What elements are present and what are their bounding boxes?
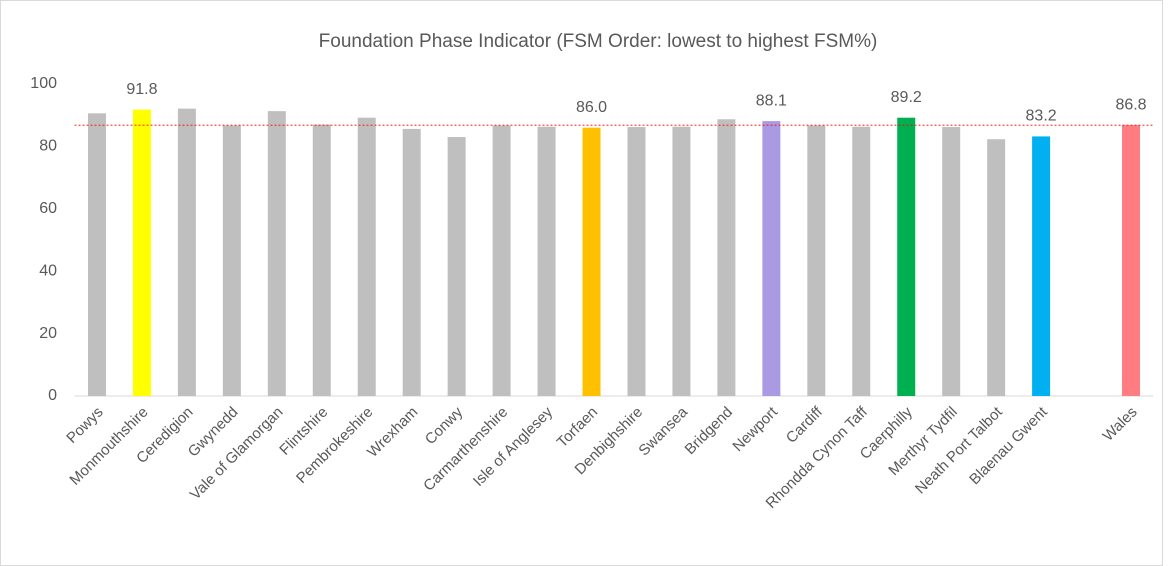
y-tick-label: 40 [39,262,57,279]
chart-title: Foundation Phase Indicator (FSM Order: l… [319,31,878,52]
bar [852,126,871,396]
bar [582,127,601,397]
bar [132,109,151,397]
y-tick-label: 0 [48,387,57,404]
bar [267,111,286,397]
y-tick-label: 100 [30,75,57,92]
bar [312,124,331,396]
bar [942,127,961,396]
bar [447,137,466,397]
bar [87,113,106,396]
data-label: 86.0 [576,99,607,116]
bar [672,126,691,396]
data-label: 83.2 [1026,108,1057,125]
data-label: 86.8 [1115,96,1146,113]
y-tick-label: 80 [39,138,57,155]
bar [987,139,1006,396]
bar [627,127,646,396]
bar [537,126,556,396]
bar [357,117,376,397]
bar [1032,136,1051,396]
bar [717,119,736,397]
bar [762,121,781,397]
data-label: 88.1 [756,92,787,109]
data-label: 91.8 [126,81,157,98]
bar [492,125,511,396]
y-tick-label: 20 [39,325,57,342]
bar [177,108,196,396]
bar [807,125,826,396]
bar [402,128,421,397]
bar [222,125,241,396]
bar [1122,125,1141,397]
y-tick-label: 60 [39,200,57,217]
bar [897,117,916,397]
data-label: 89.2 [891,89,922,106]
